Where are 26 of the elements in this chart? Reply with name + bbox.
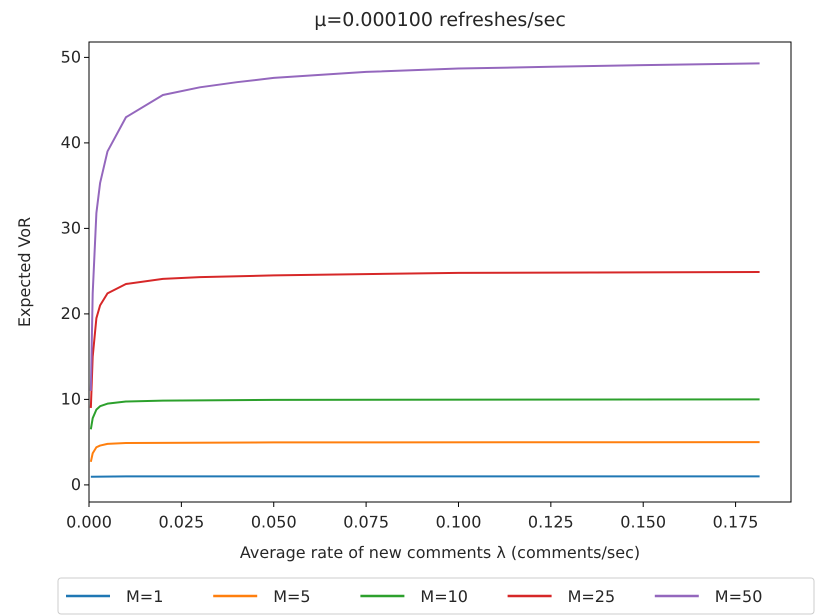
y-tick-label: 30 bbox=[60, 218, 81, 238]
legend-label: M=10 bbox=[420, 587, 468, 606]
y-tick-label: 40 bbox=[60, 133, 81, 152]
legend-label: M=25 bbox=[568, 587, 616, 606]
y-tick-label: 20 bbox=[60, 304, 81, 324]
line-series bbox=[90, 271, 761, 409]
line-series bbox=[90, 62, 761, 392]
x-tick-label: 0.025 bbox=[158, 512, 204, 532]
line-series bbox=[90, 398, 761, 430]
x-tick-label: 0.175 bbox=[712, 512, 758, 532]
x-tick-label: 0.150 bbox=[620, 512, 666, 532]
x-tick-label: 0.100 bbox=[436, 512, 482, 532]
y-tick-label: 50 bbox=[60, 48, 81, 67]
legend-label: M=50 bbox=[714, 587, 762, 606]
y-tick-label: 10 bbox=[60, 390, 81, 409]
x-tick-label: 0.075 bbox=[343, 512, 390, 532]
line-series bbox=[90, 441, 761, 463]
y-axis-title: Expected VoR bbox=[15, 216, 34, 328]
x-tick-label: 0.000 bbox=[66, 512, 112, 532]
chart-title: μ=0.000100 refreshes/sec bbox=[314, 9, 566, 31]
legend-label: M=1 bbox=[126, 587, 164, 606]
y-tick-label: 0 bbox=[70, 475, 81, 494]
x-axis-title: Average rate of new comments λ (comments/sec) bbox=[240, 543, 640, 562]
legend-label: M=5 bbox=[273, 587, 311, 606]
x-tick-label: 0.125 bbox=[528, 512, 574, 532]
x-tick-label: 0.050 bbox=[250, 512, 297, 532]
